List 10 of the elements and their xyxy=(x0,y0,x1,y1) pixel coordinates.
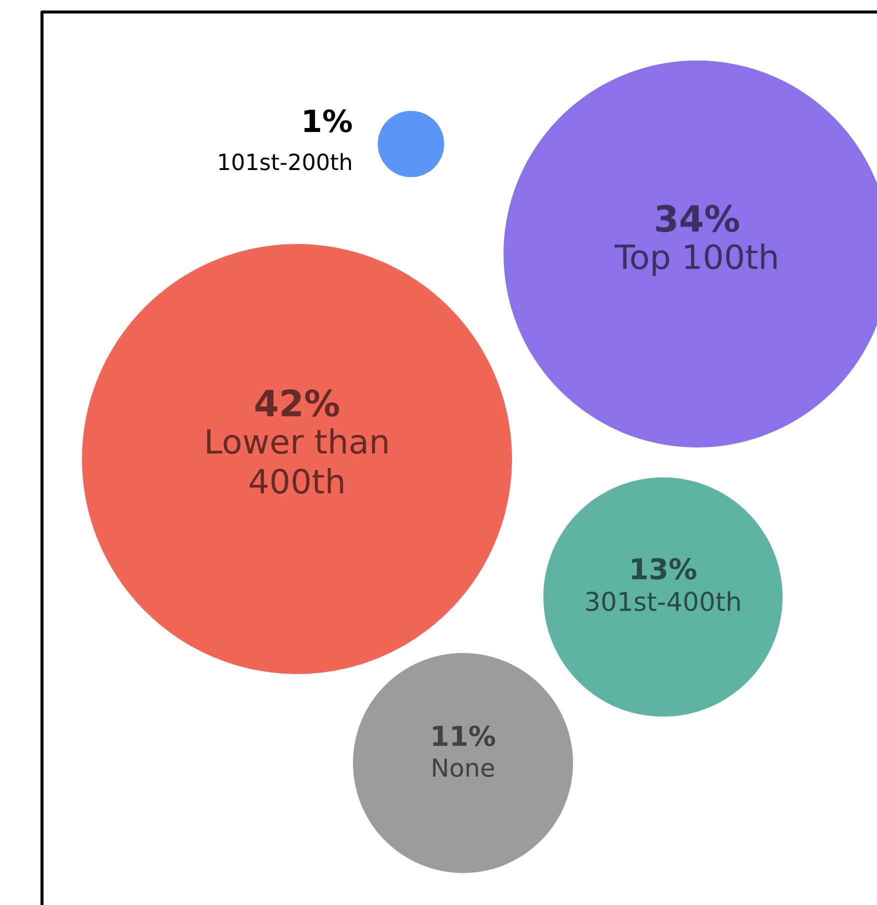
category-label: Top 100th xyxy=(614,244,776,276)
data-label: 11% xyxy=(433,725,496,746)
category-label: Lower than 400th xyxy=(207,428,388,494)
category-label: None xyxy=(433,758,494,778)
category-label: 101st-200th xyxy=(219,153,351,170)
data-label: 42% xyxy=(255,389,340,417)
data-label: 1% xyxy=(304,109,352,132)
category-label: 301st-400th xyxy=(586,591,740,612)
data-label: 13% xyxy=(632,558,696,580)
data-label: 34% xyxy=(656,204,740,232)
